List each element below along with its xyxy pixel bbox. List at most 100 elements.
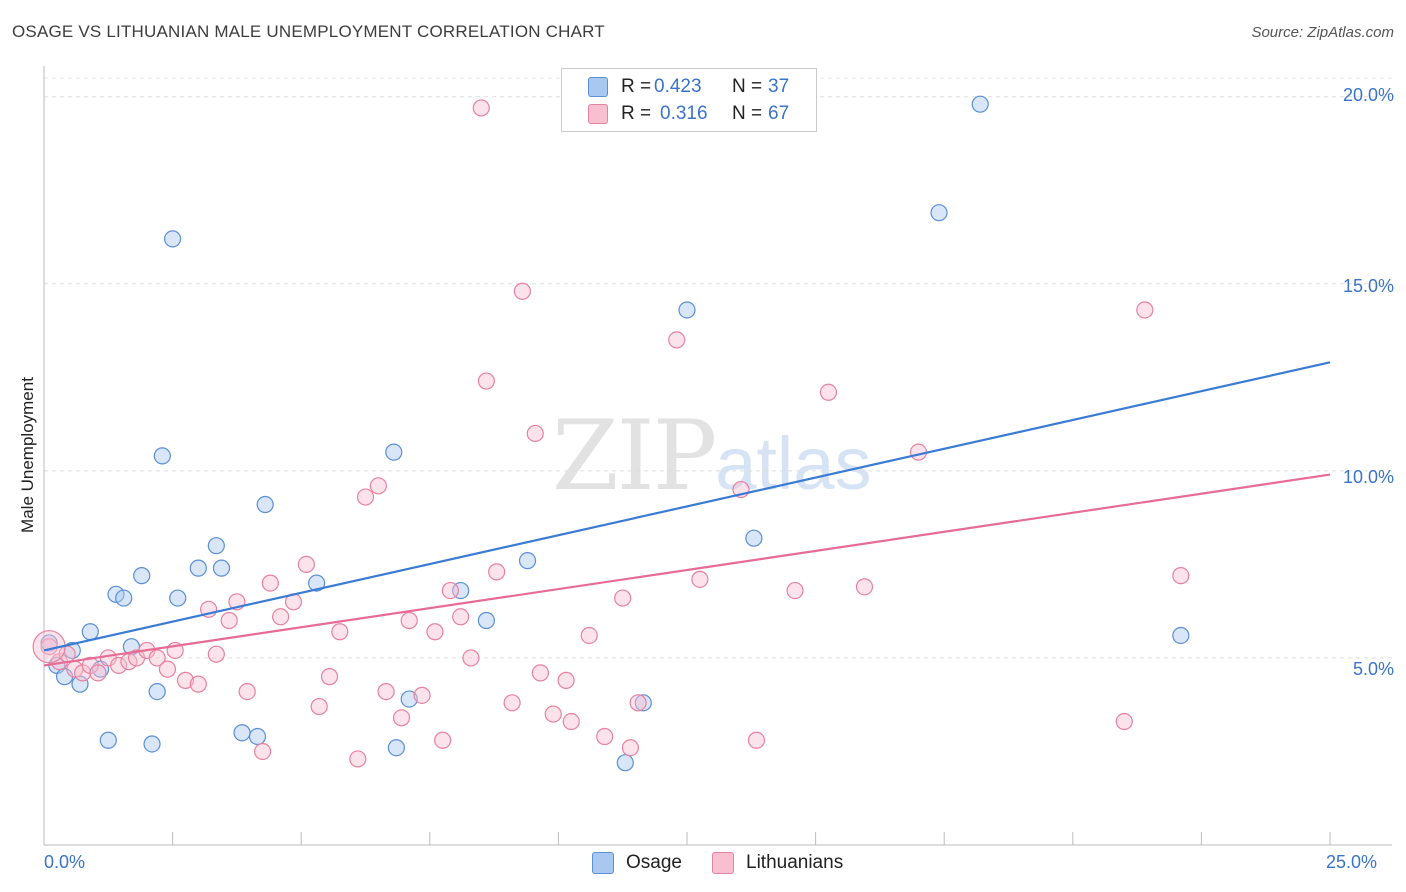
point-lithuanians (747, 731, 766, 749)
legend-swatch-osage (588, 77, 608, 97)
point-lithuanians (503, 694, 521, 712)
point-osage (308, 574, 326, 592)
legend-swatch-lithuanians (588, 104, 608, 124)
y-tick-label-20: 20.0% (1342, 85, 1394, 105)
point-osage (115, 589, 133, 607)
point-osage (81, 623, 99, 641)
legend-n-label: N = (732, 103, 763, 124)
point-lithuanians (526, 424, 544, 443)
series-legend-osage[interactable]: Osage (592, 852, 682, 874)
point-osage (164, 230, 182, 248)
point-lithuanians (220, 611, 238, 630)
legend-r-value-osage: 0.423 (654, 76, 702, 97)
point-osage (745, 529, 763, 547)
point-osage (971, 95, 989, 113)
series-swatch-lithuanians (712, 852, 734, 874)
point-osage (143, 735, 161, 753)
series-label-osage: Osage (626, 852, 682, 873)
y-tick-label-10: 10.0% (1342, 467, 1394, 487)
point-lithuanians (148, 649, 166, 667)
trend-line-lithuanians (43, 473, 1331, 667)
legend-n-label: N = (732, 76, 763, 97)
point-lithuanians (1136, 301, 1154, 319)
point-lithuanians (377, 682, 395, 701)
point-osage (148, 682, 166, 701)
point-osage (71, 675, 89, 693)
legend-n-value-osage: 37 (768, 76, 790, 97)
point-lithuanians (434, 731, 452, 749)
point-osage (518, 552, 537, 570)
legend-n-value-lithuanians: 67 (768, 103, 790, 124)
point-lithuanians (369, 477, 387, 495)
point-lithuanians (909, 443, 928, 461)
y-axis-label: Male Unemployment (18, 377, 37, 533)
point-lithuanians (462, 649, 480, 667)
point-lithuanians (629, 694, 647, 712)
point-osage (212, 559, 231, 577)
point-lithuanians (331, 623, 349, 641)
point-lithuanians (392, 709, 411, 727)
legend-r-label: R = (621, 103, 652, 124)
point-lithuanians (356, 488, 375, 506)
point-osage (99, 731, 117, 749)
point-lithuanians (441, 581, 459, 600)
chart-title: OSAGE VS LITHUANIAN MALE UNEMPLOYMENT CO… (12, 22, 605, 41)
point-lithuanians (158, 660, 177, 678)
point-lithuanians (513, 282, 531, 300)
correlation-legend: R = 0.423 N = 37 R = 0.316 N = 67 (561, 68, 817, 132)
point-osage (256, 495, 274, 514)
point-osage (678, 301, 696, 319)
legend-r-label: R = (621, 76, 652, 97)
point-lithuanians (320, 668, 339, 686)
point-lithuanians (310, 697, 328, 716)
watermark-atlas: atlas (715, 422, 872, 505)
watermark: ZIPatlas (552, 400, 872, 512)
point-lithuanians (819, 383, 838, 401)
source-note: Source: ZipAtlas.com (1251, 24, 1394, 41)
series-label-lithuanians: Lithuanians (746, 852, 844, 873)
x-tick-label-max: 25.0% (1326, 852, 1378, 872)
point-lithuanians (621, 739, 640, 757)
series-swatch-osage (592, 852, 614, 874)
point-lithuanians (691, 570, 709, 588)
point-osage (477, 611, 495, 630)
point-osage (248, 727, 267, 746)
point-lithuanians (477, 372, 495, 390)
point-lithuanians (1115, 712, 1133, 731)
trend-line-osage (43, 361, 1331, 652)
point-lithuanians (472, 99, 490, 117)
point-lithuanians (89, 664, 107, 682)
point-osage (385, 443, 403, 461)
point-lithuanians (413, 686, 431, 704)
point-osage (189, 559, 207, 577)
point-osage (930, 204, 948, 222)
point-lithuanians (614, 589, 632, 607)
point-lithuanians (596, 727, 614, 746)
point-lithuanians (1172, 567, 1190, 585)
point-lithuanians (544, 705, 562, 723)
point-lithuanians (189, 675, 207, 693)
point-lithuanians (452, 608, 470, 626)
y-tick-label-15: 15.0% (1342, 276, 1394, 296)
legend-r-value-lithuanians: 0.316 (660, 103, 708, 124)
point-lithuanians (349, 750, 367, 768)
point-osage (153, 447, 171, 465)
watermark-zip: ZIP (552, 400, 717, 512)
point-lithuanians (109, 656, 128, 675)
point-osage (207, 537, 225, 555)
point-lithuanians (207, 645, 225, 663)
point-osage (1172, 626, 1190, 645)
point-lithuanians (786, 581, 804, 600)
point-lithuanians (855, 578, 874, 596)
point-osage (400, 690, 418, 708)
point-lithuanians (238, 682, 256, 701)
series-legend-lithuanians[interactable]: Lithuanians (712, 852, 843, 874)
point-lithuanians (562, 712, 580, 731)
point-lithuanians (400, 611, 418, 630)
y-tick-label-5: 5.0% (1352, 659, 1394, 679)
point-osage (634, 694, 652, 712)
point-osage (133, 567, 151, 585)
point-lithuanians (426, 623, 444, 641)
point-lithuanians (531, 664, 549, 682)
point-lithuanians (254, 742, 272, 761)
